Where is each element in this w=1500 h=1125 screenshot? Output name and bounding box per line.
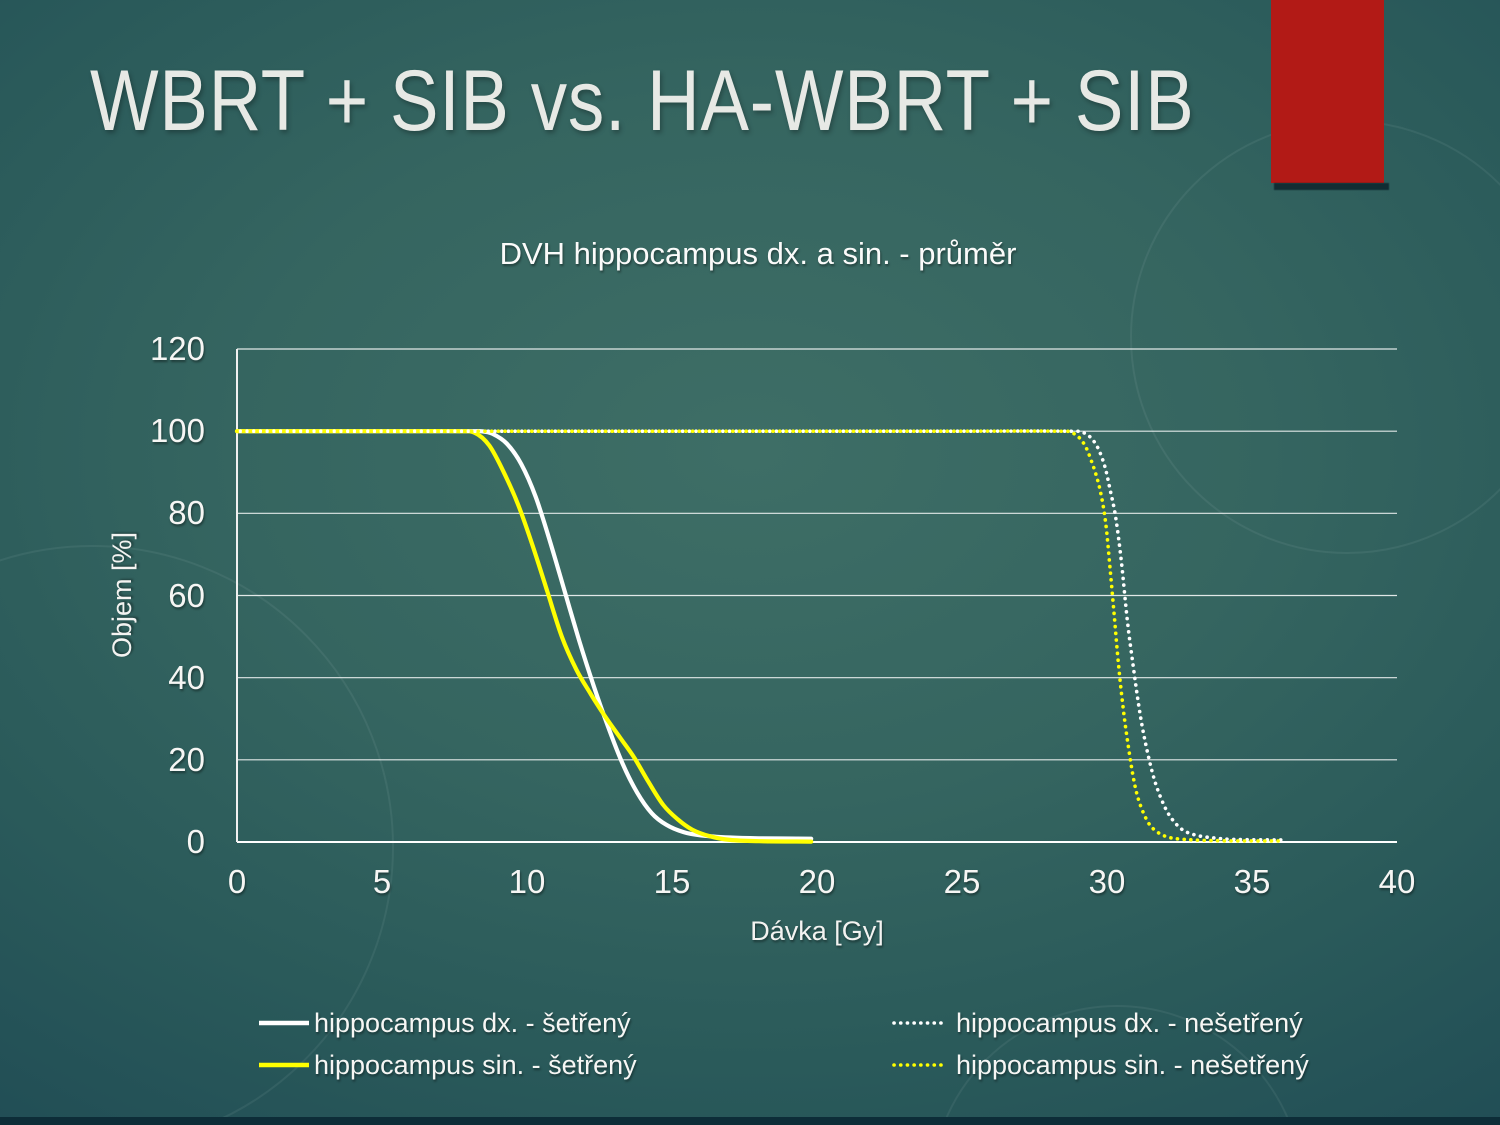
y-tick-label: 20 [168,740,205,778]
series-line-2 [235,429,1283,842]
y-tick-label: 120 [149,330,205,367]
bottom-edge-strip [0,1117,1500,1125]
legend-solid-line-swatch [259,1020,309,1026]
legend-item: hippocampus sin. - šetřený [257,1046,637,1084]
x-tick-label: 15 [653,863,691,900]
legend-label: hippocampus sin. - nešetřený [956,1049,1309,1080]
y-tick-label: 40 [168,658,205,696]
y-tick-label: 80 [168,494,205,532]
accent-bar [1271,0,1384,183]
x-axis-title: Dávka [Gy] [750,916,884,946]
x-tick-label: 10 [508,863,546,900]
legend-label: hippocampus dx. - nešetřený [956,1007,1303,1038]
series-line-1 [234,428,814,844]
x-tick-label: 30 [1088,863,1126,900]
legend-label: hippocampus dx. - šetřený [314,1007,631,1038]
series-line-0 [234,428,814,841]
x-tick-label: 0 [227,863,247,900]
slide-title: WBRT + SIB vs. HA-WBRT + SIB [90,53,1195,149]
legend-item: hippocampus sin. - nešetřený [892,1046,1309,1084]
legend-dotted-line-swatch [892,1063,946,1067]
x-tick-label: 5 [372,863,392,900]
y-tick-label: 100 [149,412,205,450]
y-tick-label: 60 [168,576,205,614]
legend-solid-line-swatch [259,1062,309,1068]
x-tick-label: 35 [1233,863,1271,900]
legend-item: hippocampus dx. - nešetřený [892,1004,1303,1042]
y-tick-label: 0 [186,823,205,860]
legend-item: hippocampus dx. - šetřený [257,1004,631,1042]
legend-dotted-line-swatch [892,1021,946,1025]
chart-title: DVH hippocampus dx. a sin. - průměr [499,236,1017,271]
x-tick-label: 20 [798,863,836,900]
x-tick-label: 25 [943,863,981,900]
legend-label: hippocampus sin. - šetřený [314,1049,637,1080]
x-tick-label: 40 [1378,863,1416,900]
series-line-3 [235,429,1283,843]
